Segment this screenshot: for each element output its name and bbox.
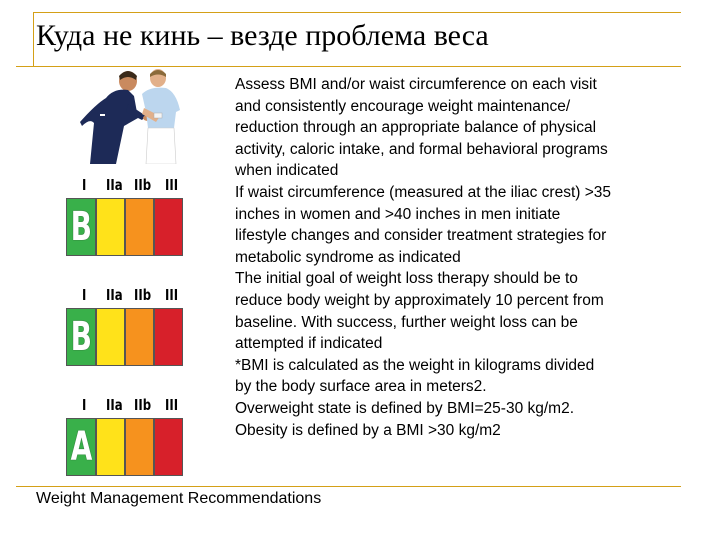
class-color-bar: B (66, 308, 188, 366)
class-label: IIb (134, 176, 152, 194)
class-label: IIa (106, 286, 123, 304)
body-line: Obesity is defined by a BMI >30 kg/m2 (235, 421, 501, 439)
class-segment-green: A (66, 418, 96, 476)
class-segment-orange (125, 308, 154, 366)
doctor-patient-photo (80, 69, 180, 164)
class-label: III (165, 396, 179, 414)
class-segment-green: B (66, 198, 96, 256)
class-label: III (165, 176, 179, 194)
body-line: lifestyle changes and consider treatment… (235, 227, 607, 245)
class-segment-orange (125, 198, 154, 256)
class-segment-yellow (96, 308, 125, 366)
class-segment-red (154, 308, 183, 366)
class-label: IIb (134, 396, 152, 414)
body-line: If waist circumference (measured at the … (235, 183, 612, 201)
slide-title: Куда не кинь – везде проблема веса (36, 19, 489, 52)
class-label: IIa (106, 176, 123, 194)
body-line: baseline. With success, further weight l… (235, 313, 578, 331)
class-segment-red (154, 198, 183, 256)
class-labels: I IIa IIb III (66, 286, 188, 304)
slide-footer: Weight Management Recommendations (36, 490, 322, 507)
body-line: by the body surface area in meters2. (235, 378, 487, 396)
class-segment-orange (125, 418, 154, 476)
title-frame-top-rule (33, 12, 681, 13)
class-label: I (82, 286, 87, 304)
recommendation-panel: I IIa IIb III B (66, 176, 188, 256)
class-segment-yellow (96, 418, 125, 476)
body-line: reduction through an appropriate balance… (235, 119, 597, 137)
class-label: I (82, 176, 87, 194)
body-line: inches in women and >40 inches in men in… (235, 205, 561, 223)
class-color-bar: A (66, 418, 188, 476)
class-label: IIb (134, 286, 152, 304)
body-line: *BMI is calculated as the weight in kilo… (235, 356, 595, 374)
class-label: III (165, 286, 179, 304)
body-line: Assess BMI and/or waist circumference on… (235, 76, 597, 93)
body-line: reduce body weight by approximately 10 p… (235, 291, 604, 309)
body-line: activity, caloric intake, and formal beh… (235, 140, 608, 158)
body-line: metabolic syndrome as indicated (235, 248, 461, 266)
class-segment-green: B (66, 308, 96, 366)
class-labels: I IIa IIb III (66, 396, 188, 414)
class-color-bar: B (66, 198, 188, 256)
title-frame-left-rule (33, 12, 34, 66)
body-line: when indicated (235, 162, 339, 180)
evidence-grade-letter: B (70, 314, 92, 360)
footer-rule (16, 486, 681, 487)
class-label: I (82, 396, 87, 414)
class-segment-red (154, 418, 183, 476)
evidence-grade-letter: B (70, 204, 92, 250)
recommendation-panel: I IIa IIb III B (66, 286, 188, 366)
evidence-grade-letter: A (70, 424, 92, 470)
body-line: The initial goal of weight loss therapy … (235, 270, 578, 288)
body-line: and consistently encourage weight mainte… (235, 97, 571, 115)
body-line: Overweight state is defined by BMI=25-30… (235, 399, 575, 417)
title-underline (16, 66, 681, 67)
recommendation-panel: I IIa IIb III A (66, 396, 188, 476)
body-text: Assess BMI and/or waist circumference on… (235, 74, 680, 441)
class-labels: I IIa IIb III (66, 176, 188, 194)
body-line: attempted if indicated (235, 335, 383, 353)
class-segment-yellow (96, 198, 125, 256)
class-label: IIa (106, 396, 123, 414)
